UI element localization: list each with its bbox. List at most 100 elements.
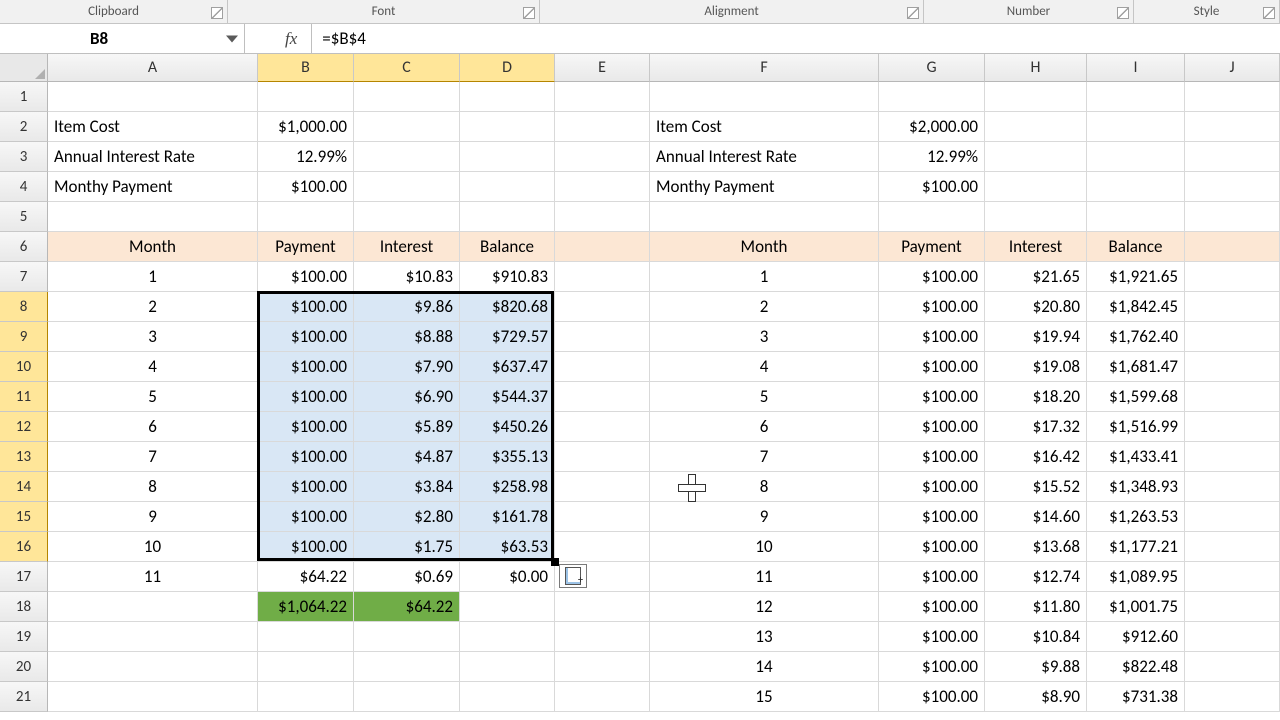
- cell-J2[interactable]: [1185, 112, 1280, 142]
- row-header-14[interactable]: 14: [0, 472, 48, 502]
- cell-A15[interactable]: 9: [48, 502, 258, 532]
- cell-B16[interactable]: $100.00: [258, 532, 354, 562]
- cell-C9[interactable]: $8.88: [354, 322, 460, 352]
- cell-C21[interactable]: [354, 682, 460, 712]
- cell-H3[interactable]: [985, 142, 1087, 172]
- cell-C1[interactable]: [354, 82, 460, 112]
- cell-A5[interactable]: [48, 202, 258, 232]
- cell-F7[interactable]: 1: [650, 262, 879, 292]
- cell-E16[interactable]: [555, 532, 650, 562]
- row-header-21[interactable]: 21: [0, 682, 48, 712]
- cell-G20[interactable]: $100.00: [879, 652, 985, 682]
- fill-handle[interactable]: [551, 558, 559, 566]
- column-header-F[interactable]: F: [650, 54, 879, 82]
- column-header-E[interactable]: E: [555, 54, 650, 82]
- cell-A8[interactable]: 2: [48, 292, 258, 322]
- cell-I2[interactable]: [1087, 112, 1185, 142]
- cell-D8[interactable]: $820.68: [460, 292, 555, 322]
- cell-J3[interactable]: [1185, 142, 1280, 172]
- cell-F5[interactable]: [650, 202, 879, 232]
- cell-F12[interactable]: 6: [650, 412, 879, 442]
- cell-H19[interactable]: $10.84: [985, 622, 1087, 652]
- cell-H8[interactable]: $20.80: [985, 292, 1087, 322]
- cell-F9[interactable]: 3: [650, 322, 879, 352]
- cell-B13[interactable]: $100.00: [258, 442, 354, 472]
- cell-D10[interactable]: $637.47: [460, 352, 555, 382]
- cell-B1[interactable]: [258, 82, 354, 112]
- cell-F3[interactable]: Annual Interest Rate: [650, 142, 879, 172]
- cell-A3[interactable]: Annual Interest Rate: [48, 142, 258, 172]
- cell-I4[interactable]: [1087, 172, 1185, 202]
- cell-C7[interactable]: $10.83: [354, 262, 460, 292]
- cell-F8[interactable]: 2: [650, 292, 879, 322]
- cell-B19[interactable]: [258, 622, 354, 652]
- name-box-dropdown-icon[interactable]: [226, 35, 238, 42]
- cell-D20[interactable]: [460, 652, 555, 682]
- cell-G19[interactable]: $100.00: [879, 622, 985, 652]
- column-header-G[interactable]: G: [879, 54, 985, 82]
- column-header-D[interactable]: D: [460, 54, 555, 82]
- cell-H20[interactable]: $9.88: [985, 652, 1087, 682]
- cell-J10[interactable]: [1185, 352, 1280, 382]
- cell-B4[interactable]: $100.00: [258, 172, 354, 202]
- cell-F16[interactable]: 10: [650, 532, 879, 562]
- cell-F17[interactable]: 11: [650, 562, 879, 592]
- cell-A12[interactable]: 6: [48, 412, 258, 442]
- cell-F21[interactable]: 15: [650, 682, 879, 712]
- column-header-C[interactable]: C: [354, 54, 460, 82]
- cell-A10[interactable]: 4: [48, 352, 258, 382]
- cell-C8[interactable]: $9.86: [354, 292, 460, 322]
- cell-I9[interactable]: $1,762.40: [1087, 322, 1185, 352]
- cell-G17[interactable]: $100.00: [879, 562, 985, 592]
- cell-E19[interactable]: [555, 622, 650, 652]
- row-header-11[interactable]: 11: [0, 382, 48, 412]
- dialog-launcher-icon[interactable]: [907, 7, 919, 19]
- cell-B17[interactable]: $64.22: [258, 562, 354, 592]
- cell-C18[interactable]: $64.22: [354, 592, 460, 622]
- row-header-2[interactable]: 2: [0, 112, 48, 142]
- dialog-launcher-icon[interactable]: [1117, 7, 1129, 19]
- cell-B5[interactable]: [258, 202, 354, 232]
- cell-D3[interactable]: [460, 142, 555, 172]
- cell-I14[interactable]: $1,348.93: [1087, 472, 1185, 502]
- cell-F19[interactable]: 13: [650, 622, 879, 652]
- cell-E14[interactable]: [555, 472, 650, 502]
- name-box[interactable]: B8: [0, 24, 245, 53]
- cell-I3[interactable]: [1087, 142, 1185, 172]
- column-header-A[interactable]: A: [48, 54, 258, 82]
- cell-G16[interactable]: $100.00: [879, 532, 985, 562]
- cell-G6[interactable]: Payment: [879, 232, 985, 262]
- cell-D12[interactable]: $450.26: [460, 412, 555, 442]
- row-header-19[interactable]: 19: [0, 622, 48, 652]
- cell-J8[interactable]: [1185, 292, 1280, 322]
- cell-H7[interactable]: $21.65: [985, 262, 1087, 292]
- cell-D17[interactable]: $0.00: [460, 562, 555, 592]
- cell-D13[interactable]: $355.13: [460, 442, 555, 472]
- cell-E6[interactable]: [555, 232, 650, 262]
- cell-E5[interactable]: [555, 202, 650, 232]
- cell-B14[interactable]: $100.00: [258, 472, 354, 502]
- cell-I13[interactable]: $1,433.41: [1087, 442, 1185, 472]
- column-header-J[interactable]: J: [1185, 54, 1280, 82]
- row-header-17[interactable]: 17: [0, 562, 48, 592]
- cell-B7[interactable]: $100.00: [258, 262, 354, 292]
- row-header-13[interactable]: 13: [0, 442, 48, 472]
- cell-G9[interactable]: $100.00: [879, 322, 985, 352]
- cell-E3[interactable]: [555, 142, 650, 172]
- row-header-20[interactable]: 20: [0, 652, 48, 682]
- row-header-1[interactable]: 1: [0, 82, 48, 112]
- cell-A4[interactable]: Monthy Payment: [48, 172, 258, 202]
- cell-H9[interactable]: $19.94: [985, 322, 1087, 352]
- cell-I21[interactable]: $731.38: [1087, 682, 1185, 712]
- cell-G11[interactable]: $100.00: [879, 382, 985, 412]
- cell-D6[interactable]: Balance: [460, 232, 555, 262]
- select-all-corner[interactable]: [0, 54, 48, 82]
- cell-D16[interactable]: $63.53: [460, 532, 555, 562]
- cell-F18[interactable]: 12: [650, 592, 879, 622]
- cell-F13[interactable]: 7: [650, 442, 879, 472]
- cell-B8[interactable]: $100.00: [258, 292, 354, 322]
- cell-G21[interactable]: $100.00: [879, 682, 985, 712]
- cell-J17[interactable]: [1185, 562, 1280, 592]
- cell-E11[interactable]: [555, 382, 650, 412]
- cell-I16[interactable]: $1,177.21: [1087, 532, 1185, 562]
